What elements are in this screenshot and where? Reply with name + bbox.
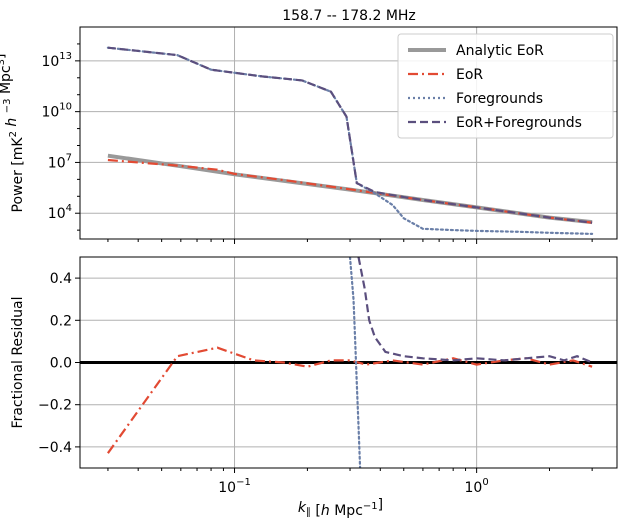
residual-panel: 10−1 100 −0.4 −0.2 0.0 0.2 0.4 Fractional Resi… [10, 256, 618, 518]
power-axis-ticks: 104 107 1010 1013 [41, 43, 593, 244]
chart-title: 158.7 -- 178.2 MHz [282, 8, 416, 24]
power-y-tick-label: 1013 [41, 51, 72, 70]
residual-y-tick-label: 0.2 [50, 313, 72, 329]
x-axis-label: k∥ [h Mpc−1] [298, 497, 383, 518]
legend-label-eor: EoR [456, 67, 483, 83]
power-eor-foregrounds-line [107, 46, 593, 224]
power-series-lines [106, 46, 594, 235]
residual-axis-ticks: 10−1 100 −0.4 −0.2 0.0 0.2 0.4 [38, 271, 593, 496]
residual-y-tick-label: 0.0 [50, 356, 72, 372]
power-y-tick-label: 107 [48, 152, 72, 171]
legend-label-eor-foregrounds: EoR+Foregrounds [456, 115, 582, 131]
residual-y-tick-label: 0.4 [50, 271, 72, 287]
power-y-tick-label: 104 [48, 203, 72, 222]
power-axes-frame [79, 26, 618, 240]
x-tick-label: 10−1 [218, 477, 251, 496]
residual-foregrounds-line [348, 257, 362, 468]
legend-label-analytic-eor: Analytic EoR [456, 43, 544, 59]
legend-box [397, 33, 614, 139]
residual-y-tick-label: −0.2 [38, 398, 72, 414]
residual-eor-line [107, 346, 593, 454]
residual-eor-foregrounds-line [357, 257, 593, 364]
residual-series-lines [80, 257, 617, 468]
x-tick-label: 100 [465, 477, 489, 496]
residual-y-axis-label: Fractional Residual [10, 297, 26, 429]
legend: Analytic EoR EoR Foregrounds EoR+Foreground… [397, 33, 614, 139]
power-y-axis-label: Power [mK2 h −3 Mpc3] [0, 54, 26, 213]
power-y-tick-label: 1010 [41, 102, 72, 121]
legend-label-foregrounds: Foregrounds [456, 91, 543, 107]
power-foregrounds-line [106, 46, 594, 235]
power-spectrum-panel: 158.7 -- 178.2 MHz 104 107 1010 1013 Power … [0, 8, 618, 244]
residual-y-tick-label: −0.4 [38, 440, 72, 456]
